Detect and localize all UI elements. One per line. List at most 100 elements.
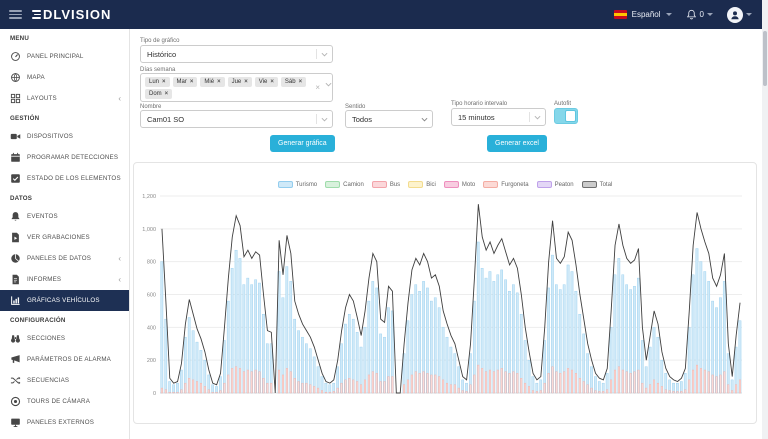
sentido-select[interactable]: Todos xyxy=(345,110,433,128)
chevron-left-icon: ‹ xyxy=(118,253,121,263)
legend-item-turismo[interactable]: Turismo xyxy=(277,181,318,188)
chevron-down-icon xyxy=(417,117,432,122)
generate-excel-button[interactable]: Generar excel xyxy=(487,135,547,152)
sidebar-item-label: PARÁMETROS DE ALARMA xyxy=(27,356,111,363)
sidebar-item-eventos[interactable]: EVENTOS xyxy=(0,206,129,227)
chevron-down-icon xyxy=(317,52,332,57)
remove-tag-icon[interactable]: × xyxy=(298,78,303,85)
sidebar-item-estado-de-los-elementos[interactable]: ESTADO DE LOS ELEMENTOS xyxy=(0,168,129,189)
sidebar-item-par-metros-de-alarma[interactable]: PARÁMETROS DE ALARMA xyxy=(0,349,129,370)
sidebar-section-header: DATOS xyxy=(10,195,33,202)
tipo-grafico-label: Tipo de gráfico xyxy=(140,38,180,44)
sentido-label: Sentido xyxy=(345,104,366,110)
sidebar-item-layouts[interactable]: LAYOUTS ‹ xyxy=(0,88,129,109)
legend-label: Moto xyxy=(461,181,476,188)
legend-label: Total xyxy=(599,181,613,188)
sidebar-item-tours-de-c-mara[interactable]: TOURS DE CÁMARA xyxy=(0,391,129,412)
remove-tag-icon[interactable]: × xyxy=(244,78,248,85)
remove-tag-icon[interactable]: × xyxy=(189,78,194,85)
day-tag-mar[interactable]: Mar × xyxy=(172,76,198,87)
chevron-down-icon xyxy=(317,117,332,122)
svg-text:400: 400 xyxy=(147,325,156,331)
legend-label: Turismo xyxy=(295,181,318,188)
legend-swatch xyxy=(408,181,424,188)
day-tag-mié[interactable]: Mié × xyxy=(200,76,225,87)
scrollbar-thumb[interactable] xyxy=(763,31,767,86)
tipo-grafico-select[interactable]: Histórico xyxy=(140,45,333,63)
generate-chart-button[interactable]: Generar gráfica xyxy=(270,135,335,152)
sidebar-item-label: SECCIONES xyxy=(27,335,66,342)
tipo-horario-select[interactable]: 15 minutos xyxy=(451,108,546,126)
autofit-label: Autofit xyxy=(554,101,572,107)
legend-item-furgoneta[interactable]: Furgoneta xyxy=(483,181,529,188)
shuffle-icon xyxy=(10,376,21,385)
sidebar-item-label: LAYOUTS xyxy=(27,95,57,102)
legend-item-bici[interactable]: Bici xyxy=(408,181,436,188)
sidebar-item-programar-detecciones[interactable]: PROGRAMAR DETECCIONES xyxy=(0,147,129,168)
legend-item-total[interactable]: Total xyxy=(581,181,613,188)
bell-icon xyxy=(686,9,696,20)
chevron-down-icon xyxy=(530,115,545,120)
notifications-menu[interactable]: 0 xyxy=(686,9,713,20)
sidebar-item-label: MAPA xyxy=(27,74,45,81)
day-tag-vie[interactable]: Vie × xyxy=(254,76,278,87)
videocam-icon xyxy=(10,133,21,140)
day-tag-dom[interactable]: Dom × xyxy=(145,88,173,99)
autofit-toggle[interactable] xyxy=(554,108,578,124)
hamburger-menu-icon[interactable] xyxy=(9,8,22,21)
sidebar-item-paneles-de-datos[interactable]: PANELES DE DATOS ‹ xyxy=(0,248,129,269)
clear-icon[interactable]: × xyxy=(315,83,320,92)
sidebar-item-dispositivos[interactable]: DISPOSITIVOS xyxy=(0,126,129,147)
svg-text:1,000: 1,000 xyxy=(142,227,156,233)
calendar-icon xyxy=(11,152,20,162)
chevron-down-icon xyxy=(325,74,332,101)
sidebar-item-ver-grabaciones[interactable]: VER GRABACIONES xyxy=(0,227,129,248)
dias-semana-multiselect[interactable]: Lun × Mar × Mié × Jue × Vie × Sáb × Dom × × xyxy=(140,73,333,102)
nombre-select[interactable]: Cam01 SO xyxy=(140,110,333,128)
sidebar-item-label: EVENTOS xyxy=(27,213,58,220)
sidebar-item-paneles-externos[interactable]: PANELES EXTERNOS xyxy=(0,412,129,433)
bell-icon xyxy=(11,212,20,221)
remove-tag-icon[interactable]: × xyxy=(164,90,169,97)
language-selector[interactable]: Español xyxy=(613,10,672,19)
day-tag-lun[interactable]: Lun × xyxy=(145,76,170,87)
sidebar-item-informes[interactable]: INFORMES ‹ xyxy=(0,269,129,290)
day-tag-jue[interactable]: Jue × xyxy=(227,76,252,87)
chart-legend: Turismo Camion Bus Bici Moto Furgoneta Peaton T… xyxy=(134,181,756,188)
sidebar-item-label: VER GRABACIONES xyxy=(27,234,90,241)
legend-swatch xyxy=(325,181,341,188)
vertical-scrollbar[interactable] xyxy=(762,0,768,439)
legend-swatch xyxy=(536,181,552,188)
legend-item-camion[interactable]: Camion xyxy=(325,181,364,188)
sidebar-item-label: INFORMES xyxy=(27,276,62,283)
traffic-chart: 0 200 400 600 800 1,000 1,200 xyxy=(142,194,742,397)
sidebar-item-secuencias[interactable]: SECUENCIAS xyxy=(0,370,129,391)
remove-tag-icon[interactable]: × xyxy=(162,78,166,85)
day-tag-sáb[interactable]: Sáb × xyxy=(280,76,307,87)
sidebar-item-mapa[interactable]: MAPA xyxy=(0,67,129,88)
legend-label: Camion xyxy=(343,181,364,188)
legend-item-bus[interactable]: Bus xyxy=(371,181,400,188)
pie-chart-icon xyxy=(11,254,20,263)
remove-tag-icon[interactable]: × xyxy=(217,78,221,85)
legend-item-peaton[interactable]: Peaton xyxy=(536,181,574,188)
brand-logo[interactable]: DLVISION xyxy=(32,7,111,22)
dias-semana-label: Días semana xyxy=(140,67,176,73)
legend-item-moto[interactable]: Moto xyxy=(443,181,476,188)
avatar xyxy=(727,6,743,23)
tipo-grafico-value: Histórico xyxy=(147,49,177,59)
sidebar-item-gr-ficas-veh-culos[interactable]: GRÁFICAS VEHÍCULOS xyxy=(0,290,129,311)
file-video-icon xyxy=(12,232,19,243)
sidebar-item-label: TOURS DE CÁMARA xyxy=(27,398,91,405)
sidebar-item-secciones[interactable]: SECCIONES xyxy=(0,328,129,349)
legend-swatch xyxy=(371,181,387,188)
document-icon xyxy=(12,274,19,285)
chevron-left-icon: ‹ xyxy=(118,93,121,103)
sidebar-item-label: SECUENCIAS xyxy=(27,377,70,384)
user-menu[interactable] xyxy=(727,6,752,23)
sidebar-item-panel-principal[interactable]: PANEL PRINCIPAL xyxy=(0,46,129,67)
svg-text:0: 0 xyxy=(153,391,156,397)
sidebar-item-label: DISPOSITIVOS xyxy=(27,133,74,140)
remove-tag-icon[interactable]: × xyxy=(270,78,274,85)
top-navbar: DLVISION Español 0 xyxy=(0,0,768,29)
